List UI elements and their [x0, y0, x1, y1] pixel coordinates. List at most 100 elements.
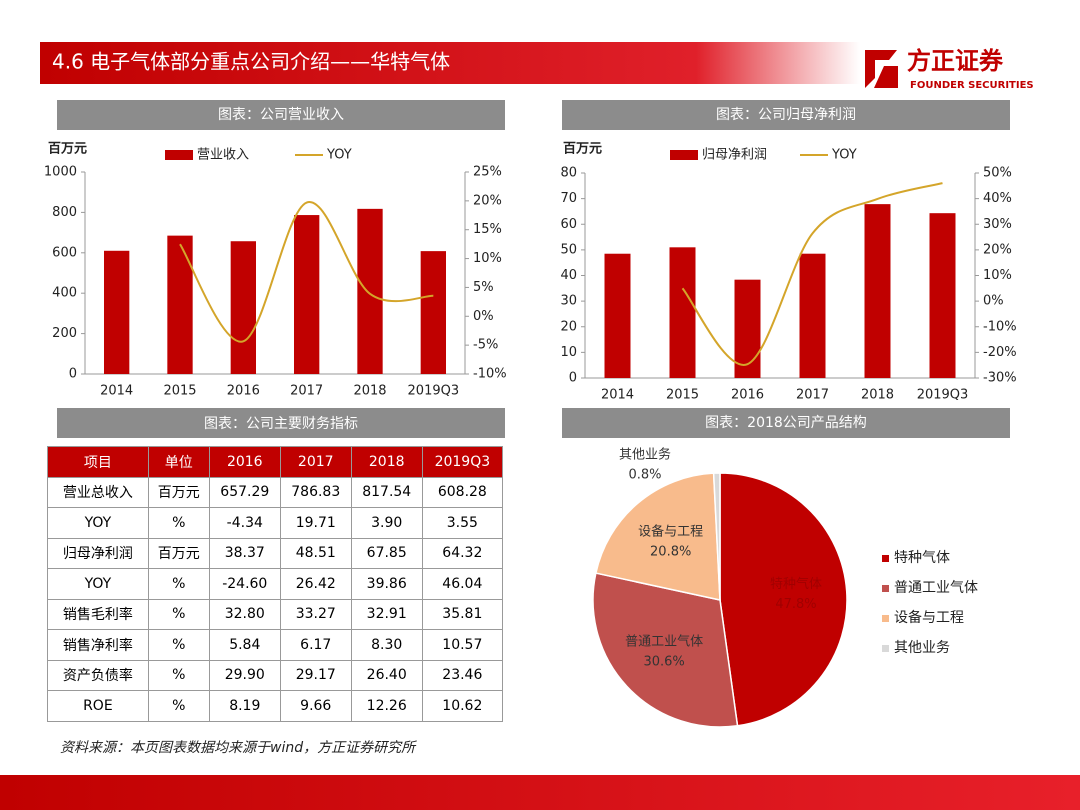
y2-tick-label: 20% — [473, 193, 502, 208]
legend-label: 普通工业气体 — [894, 580, 978, 596]
x-tick-label: 2015 — [163, 384, 196, 399]
pie-label: 特种气体 — [770, 576, 822, 592]
table-cell: 资产负债率 — [47, 659, 149, 691]
table-cell: 26.40 — [350, 659, 423, 691]
y-tick-label: 70 — [560, 191, 577, 206]
table-cell: 39.86 — [350, 568, 423, 600]
y2-tick-label: 0% — [983, 294, 1004, 309]
table-cell: 817.54 — [350, 476, 423, 508]
line-series — [179, 201, 434, 343]
y-tick-label: 400 — [52, 286, 77, 301]
table-cell: % — [147, 629, 210, 661]
header-title: 4.6 电子气体部分重点公司介绍——华特气体 — [52, 50, 450, 74]
y-tick-label: 10 — [560, 345, 577, 360]
y-tick-label: 0 — [569, 371, 577, 386]
bar — [104, 250, 130, 374]
bar — [420, 251, 446, 374]
line-series — [681, 182, 943, 366]
legend-swatch — [670, 150, 698, 160]
y2-tick-label: -20% — [983, 345, 1017, 360]
pie-label: 设备与工程 — [638, 523, 703, 539]
panel-title: 图表：公司归母净利润 — [716, 106, 856, 123]
financial-table: 项目 单位 2016 2017 2018 2019Q3 营业总收入 百万元 657.29 786.… — [47, 446, 504, 722]
y2-tick-label: -10% — [473, 367, 507, 382]
bar — [357, 208, 383, 374]
table-cell: 33.27 — [279, 598, 352, 630]
y2-tick-label: -30% — [983, 371, 1017, 386]
table-header-cell: 2016 — [208, 446, 281, 478]
table-cell: 3.55 — [421, 507, 504, 539]
y-tick-label: 200 — [52, 326, 77, 341]
y-tick-label: 60 — [560, 217, 577, 232]
panel-title: 图表：2018公司产品结构 — [705, 415, 867, 431]
y2-tick-label: 10% — [473, 251, 502, 266]
pie-label: 普通工业气体 — [625, 633, 703, 649]
table-cell: 657.29 — [208, 476, 281, 508]
table-row: 归母净利润 百万元 38.37 48.51 67.85 64.32 — [47, 537, 504, 569]
table-header-cell: 2018 — [350, 446, 423, 478]
table-cell: -24.60 — [208, 568, 281, 600]
table-cell: -4.34 — [208, 507, 281, 539]
legend-label: 其他业务 — [894, 640, 950, 656]
panel-title-bar — [562, 408, 1010, 438]
source: 资料来源：本页图表数据均来源于wind，方正证券研究所 — [60, 740, 417, 756]
pie-value-label: 30.6% — [643, 654, 684, 669]
table-cell: 48.51 — [279, 537, 352, 569]
x-tick-label: 2014 — [100, 384, 133, 399]
legend-label: 设备与工程 — [894, 609, 964, 626]
bar — [799, 253, 826, 378]
table-cell: 46.04 — [421, 568, 504, 600]
y2-tick-label: 0% — [473, 309, 494, 324]
table-cell: 23.46 — [421, 659, 504, 691]
table-row: 营业总收入 百万元 657.29 786.83 817.54 608.28 — [47, 476, 504, 508]
table-cell: % — [147, 690, 210, 722]
x-tick-label: 2019Q3 — [917, 388, 969, 403]
y2-tick-label: 30% — [983, 217, 1012, 232]
bar — [230, 241, 256, 374]
y2-tick-label: 40% — [983, 191, 1012, 206]
y-axis-label: 百万元 — [563, 142, 602, 157]
y-tick-label: 20 — [560, 319, 577, 334]
header-band — [40, 42, 860, 84]
table-cell: 38.37 — [208, 537, 281, 569]
legend-label: YOY — [326, 148, 352, 163]
table-cell: % — [147, 598, 210, 630]
x-tick-label: 2014 — [601, 388, 634, 403]
y-tick-label: 40 — [560, 268, 577, 283]
x-tick-label: 2016 — [731, 388, 764, 403]
table-header-cell: 2017 — [279, 446, 352, 478]
y2-tick-label: 10% — [983, 268, 1012, 283]
pie-label: 其他业务 — [619, 447, 671, 463]
y2-tick-label: 25% — [473, 165, 502, 180]
table-cell: 26.42 — [279, 568, 352, 600]
y2-tick-label: 5% — [473, 280, 494, 295]
table-cell: 67.85 — [350, 537, 423, 569]
table-cell: 归母净利润 — [47, 537, 149, 569]
panel-title-bar — [57, 408, 505, 438]
table-cell: ROE — [47, 690, 149, 722]
table-cell: 营业总收入 — [47, 476, 149, 508]
x-tick-label: 2016 — [227, 384, 260, 399]
y2-tick-label: -10% — [983, 319, 1017, 334]
table-cell: 百万元 — [147, 476, 210, 508]
table-cell: 10.62 — [421, 690, 504, 722]
table-row: ROE% 8.19 9.66 12.26 10.62 — [47, 690, 504, 722]
y-tick-label: 30 — [560, 294, 577, 309]
x-tick-label: 2019Q3 — [408, 384, 460, 399]
y-tick-label: 600 — [52, 245, 77, 260]
legend-swatch — [882, 615, 889, 622]
bar — [669, 247, 696, 378]
table-row: 资产负债率% 29.90 29.17 26.40 23.46 — [47, 659, 504, 691]
table-cell: 销售净利率 — [47, 629, 149, 661]
bar — [604, 253, 631, 378]
y-tick-label: 800 — [52, 205, 77, 220]
footer-band — [0, 775, 1080, 810]
y-tick-label: 0 — [69, 367, 77, 382]
legend-label: 归母净利润 — [702, 148, 767, 163]
table-cell: 9.66 — [279, 690, 352, 722]
x-tick-label: 2018 — [861, 388, 894, 403]
x-tick-label: 2017 — [290, 384, 323, 399]
y-tick-label: 50 — [560, 242, 577, 257]
table-row: 销售毛利率% 32.80 33.27 32.91 35.81 — [47, 598, 504, 630]
x-tick-label: 2018 — [353, 384, 386, 399]
